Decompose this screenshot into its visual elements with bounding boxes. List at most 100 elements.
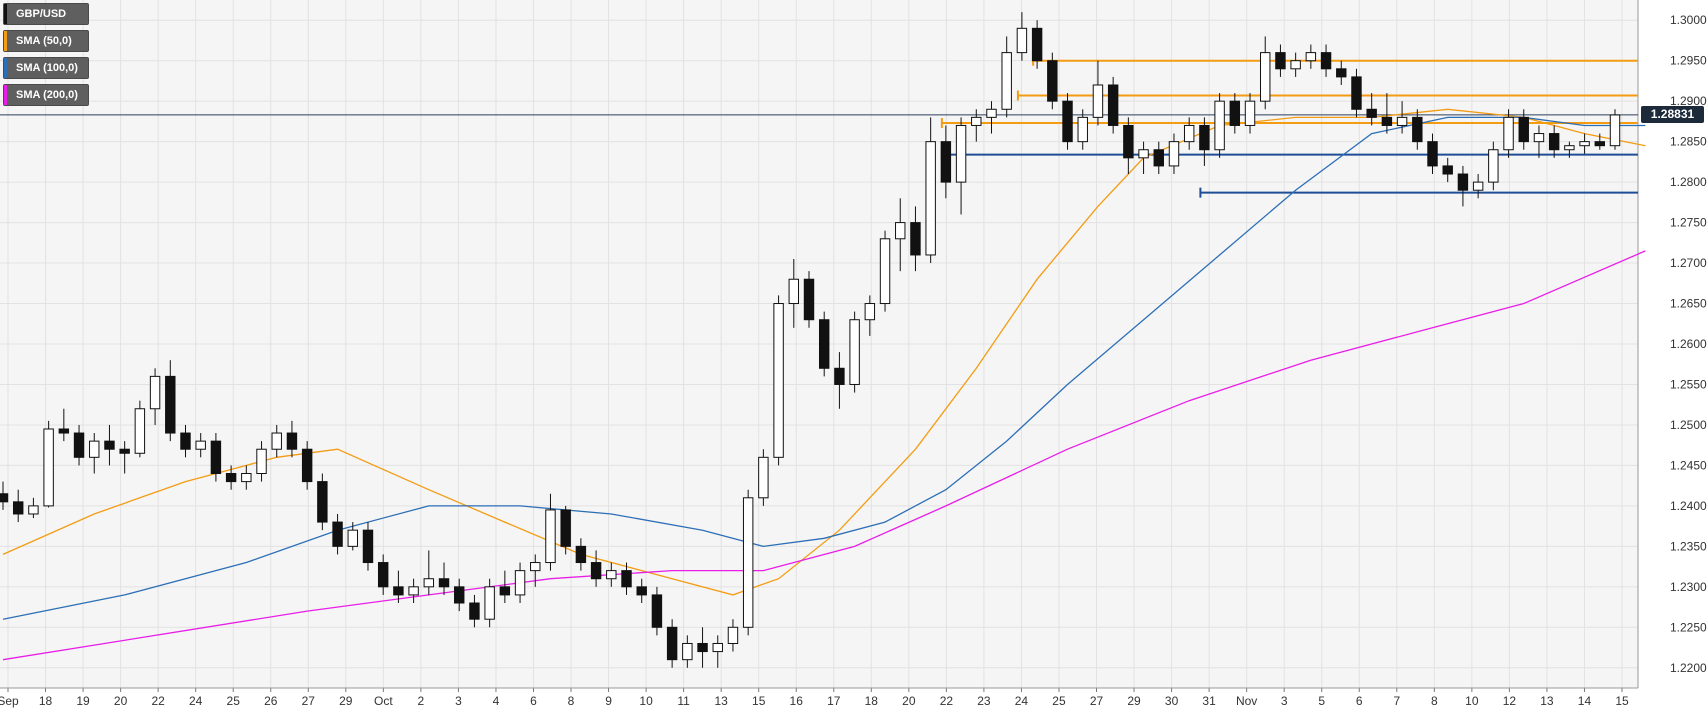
legend-swatch-sma-200 <box>4 85 7 105</box>
legend-item-sma-200[interactable]: SMA (200,0) <box>4 85 88 105</box>
x-tick-label: 18 <box>39 694 53 708</box>
x-tick-label: 15 <box>752 694 766 708</box>
x-tick-label: 30 <box>1165 694 1179 708</box>
y-tick-label: 1.2450 <box>1670 458 1707 472</box>
candle-body <box>180 432 191 450</box>
y-tick-label: 1.2800 <box>1670 175 1707 189</box>
candle-body <box>454 586 465 604</box>
x-tick-label: 7 <box>1393 694 1400 708</box>
candle-body <box>89 440 100 458</box>
candle-body <box>0 493 9 503</box>
candle-body <box>1488 149 1499 183</box>
candle-body <box>1533 133 1545 143</box>
candle-body <box>925 141 936 256</box>
candle-body <box>1396 116 1408 126</box>
candle-body <box>1199 124 1210 151</box>
y-tick-label: 1.2550 <box>1670 377 1707 391</box>
candle-body <box>1001 52 1012 110</box>
x-tick-label: 10 <box>639 694 653 708</box>
y-tick-label: 1.2950 <box>1670 54 1707 68</box>
sma-line-0 <box>2 108 1646 596</box>
candle-body <box>195 440 206 450</box>
candle-body <box>332 521 343 547</box>
candle-body <box>773 303 784 458</box>
legend-label-gbpusd: GBP/USD <box>16 8 67 20</box>
legend-swatch-gbpusd <box>4 4 7 24</box>
candle-body <box>119 448 130 454</box>
x-tick-label: 16 <box>790 694 804 708</box>
x-tick-label: 14 <box>1578 694 1592 708</box>
y-tick-label: 1.2400 <box>1670 499 1707 513</box>
candle-body <box>895 222 906 240</box>
candle-body <box>1214 100 1225 151</box>
candle-body <box>149 375 161 410</box>
x-tick-label: 15 <box>1615 694 1629 708</box>
candle-body <box>818 319 830 369</box>
candle-body <box>1503 116 1514 151</box>
legend-item-sma-100[interactable]: SMA (100,0) <box>4 58 88 78</box>
candle-body <box>1609 114 1621 147</box>
x-tick-label: 8 <box>568 694 575 708</box>
candle-body <box>834 367 845 385</box>
x-tick-label: 5 <box>1318 694 1325 708</box>
candle-body <box>651 594 663 628</box>
candle-body <box>955 124 967 183</box>
candle-body <box>393 586 404 596</box>
candle-body <box>697 642 708 653</box>
candle-body <box>1092 84 1104 118</box>
candle-body <box>12 501 24 515</box>
candle-body <box>104 440 115 450</box>
candle-body <box>241 473 252 483</box>
candle-body <box>849 319 860 385</box>
candle-body <box>590 562 602 580</box>
candle-body <box>1062 100 1073 143</box>
candle-body <box>758 456 769 499</box>
y-tick-label: 1.2850 <box>1670 135 1707 149</box>
x-tick-label: 31 <box>1202 694 1216 708</box>
y-tick-label: 1.2900 <box>1670 94 1707 108</box>
candle-body <box>1351 76 1362 110</box>
candle-body <box>575 545 587 564</box>
y-tick-label: 1.2600 <box>1670 337 1707 351</box>
y-tick-label: 1.2650 <box>1670 297 1707 311</box>
y-tick-label: 1.2700 <box>1670 256 1707 270</box>
candle-body <box>530 562 541 572</box>
candle-body <box>362 529 374 564</box>
candle-body <box>1047 60 1058 102</box>
y-tick-label: 1.2750 <box>1670 216 1707 230</box>
candle-body <box>803 278 815 321</box>
x-tick-label: 22 <box>940 694 954 708</box>
x-tick-label: 23 <box>977 694 991 708</box>
y-tick-label: 1.2250 <box>1670 620 1707 634</box>
x-tick-label: 3 <box>1281 694 1288 708</box>
candle-body <box>1260 52 1271 102</box>
sma-line-1 <box>2 116 1646 620</box>
candle-body <box>1123 124 1134 159</box>
candle-body <box>1107 84 1119 126</box>
candle-body <box>1290 60 1301 70</box>
legend-item-sma-50[interactable]: SMA (50,0) <box>4 31 88 51</box>
candle-body <box>1168 141 1180 167</box>
y-tick-label: 1.2200 <box>1670 661 1707 675</box>
candle-body <box>1366 108 1377 118</box>
sma-line-2 <box>2 250 1646 661</box>
candle-body <box>134 408 146 454</box>
candle-body <box>971 116 982 126</box>
y-tick-label: 1.2350 <box>1670 539 1707 553</box>
candle-body <box>286 432 298 450</box>
candle-body <box>1305 52 1317 62</box>
candle-body <box>1275 52 1286 70</box>
y-tick-label: 1.2500 <box>1670 418 1707 432</box>
x-tick-label: Nov <box>1236 694 1257 708</box>
candle-body <box>484 586 495 620</box>
candle-body <box>1579 141 1590 147</box>
x-tick-label: 12 <box>1503 694 1517 708</box>
x-tick-label: 19 <box>76 694 90 708</box>
x-tick-label: 2 <box>418 694 425 708</box>
candle-body <box>301 448 313 483</box>
x-tick-label: 20 <box>902 694 916 708</box>
x-tick-label: 29 <box>339 694 353 708</box>
candle-body <box>58 428 70 434</box>
candle-body <box>499 586 511 596</box>
legend-item-gbpusd[interactable]: GBP/USD <box>4 4 88 24</box>
